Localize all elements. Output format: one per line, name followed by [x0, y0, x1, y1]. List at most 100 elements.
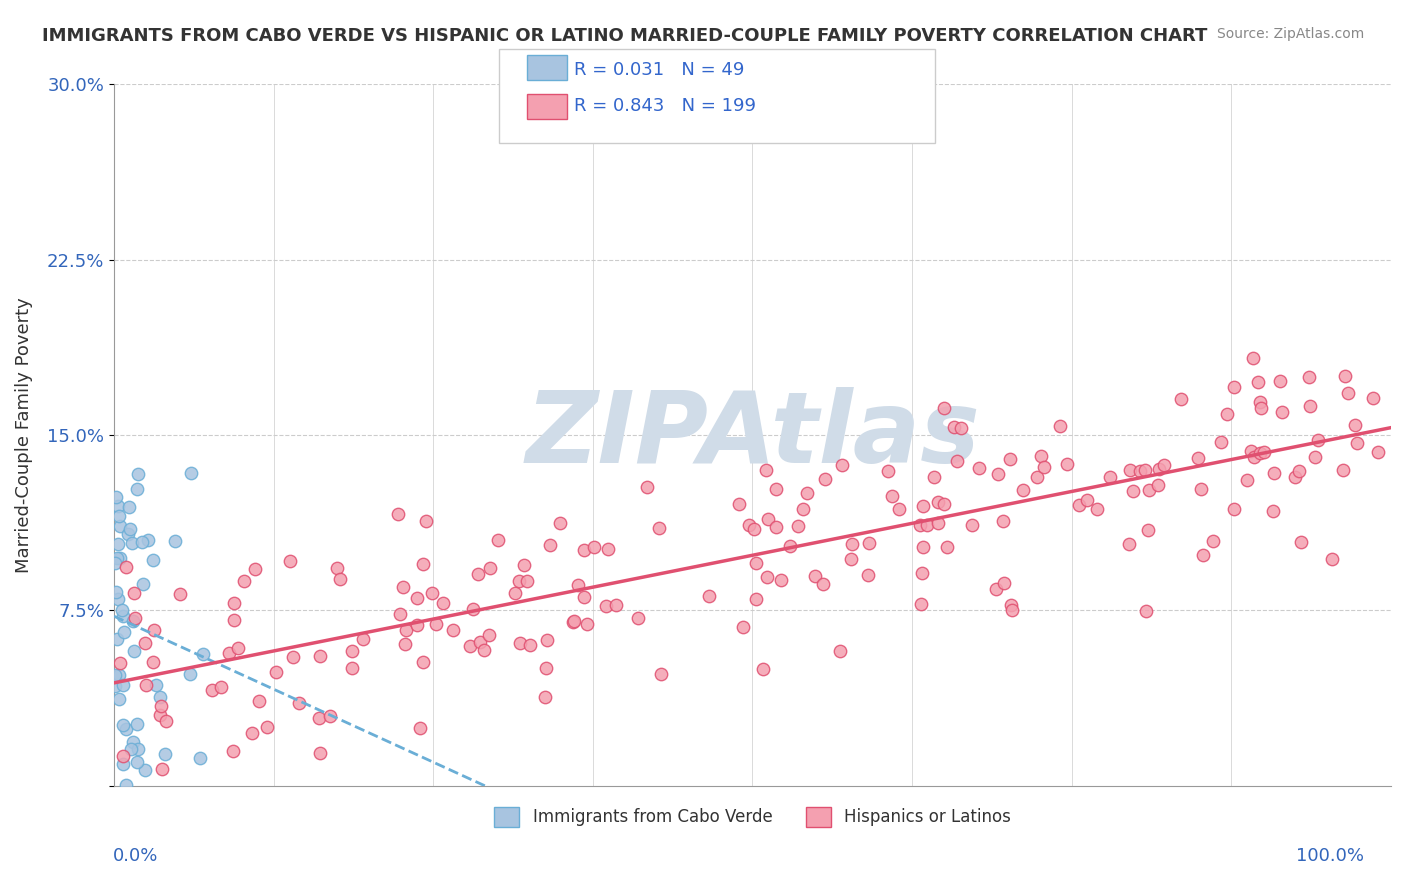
- Point: [124, 611, 146, 625]
- Point: [1250, 401, 1272, 416]
- Point: [765, 482, 787, 496]
- Point: [831, 458, 853, 472]
- Point: [932, 401, 955, 416]
- Point: [572, 542, 595, 557]
- Point: [993, 575, 1015, 590]
- Point: [519, 638, 541, 652]
- Point: [595, 599, 617, 613]
- Point: [627, 611, 650, 625]
- Point: [479, 560, 502, 574]
- Point: [243, 562, 266, 576]
- Point: [1303, 450, 1326, 465]
- Point: [922, 469, 945, 483]
- Point: [104, 557, 127, 571]
- Point: [1189, 483, 1212, 497]
- Point: [247, 694, 270, 708]
- Point: [1098, 469, 1121, 483]
- Point: [468, 635, 491, 649]
- Point: [117, 526, 139, 541]
- Point: [112, 609, 135, 624]
- Point: [108, 668, 131, 682]
- Point: [104, 584, 127, 599]
- Point: [911, 499, 934, 513]
- Point: [1223, 380, 1246, 394]
- Point: [1243, 450, 1265, 464]
- Point: [534, 661, 557, 675]
- Point: [467, 566, 489, 581]
- Point: [1119, 463, 1142, 477]
- Point: [114, 778, 136, 792]
- Point: [118, 500, 141, 514]
- Point: [1298, 370, 1320, 384]
- Point: [149, 690, 172, 705]
- Point: [516, 574, 538, 588]
- Point: [755, 463, 778, 477]
- Point: [415, 514, 437, 528]
- Point: [412, 558, 434, 572]
- Point: [188, 750, 211, 764]
- Point: [745, 557, 768, 571]
- Point: [636, 479, 658, 493]
- Point: [121, 536, 143, 550]
- Point: [142, 553, 165, 567]
- Point: [1202, 534, 1225, 549]
- Point: [1331, 463, 1354, 477]
- Point: [1299, 399, 1322, 413]
- Point: [107, 499, 129, 513]
- Point: [155, 714, 177, 729]
- Point: [150, 762, 173, 776]
- Point: [222, 596, 245, 610]
- Point: [478, 628, 501, 642]
- Text: 0.0%: 0.0%: [112, 847, 157, 865]
- Point: [536, 632, 558, 647]
- Point: [575, 617, 598, 632]
- Point: [572, 590, 595, 604]
- Text: R = 0.843   N = 199: R = 0.843 N = 199: [574, 97, 755, 115]
- Point: [115, 722, 138, 736]
- Point: [122, 734, 145, 748]
- Point: [122, 644, 145, 658]
- Point: [935, 540, 957, 554]
- Point: [567, 578, 589, 592]
- Point: [105, 632, 128, 647]
- Point: [650, 667, 672, 681]
- Point: [512, 558, 534, 572]
- Point: [150, 698, 173, 713]
- Point: [288, 696, 311, 710]
- Point: [548, 516, 571, 530]
- Point: [131, 534, 153, 549]
- Point: [1249, 446, 1271, 460]
- Point: [472, 642, 495, 657]
- Point: [340, 644, 363, 658]
- Point: [882, 489, 904, 503]
- Point: [596, 541, 619, 556]
- Point: [986, 467, 1008, 481]
- Point: [232, 574, 254, 589]
- Point: [508, 574, 530, 588]
- Point: [1187, 450, 1209, 465]
- Point: [179, 667, 201, 681]
- Point: [1146, 478, 1168, 492]
- Point: [1346, 435, 1368, 450]
- Point: [1025, 470, 1047, 484]
- Point: [1361, 391, 1384, 405]
- Point: [814, 472, 837, 486]
- Point: [889, 501, 911, 516]
- Point: [911, 540, 934, 554]
- Point: [127, 742, 149, 756]
- Point: [394, 637, 416, 651]
- Text: R = 0.031   N = 49: R = 0.031 N = 49: [574, 61, 744, 78]
- Text: 100.0%: 100.0%: [1296, 847, 1364, 865]
- Point: [127, 467, 149, 481]
- Point: [145, 678, 167, 692]
- Point: [103, 679, 125, 693]
- Point: [1236, 473, 1258, 487]
- Point: [648, 521, 671, 535]
- Point: [406, 591, 429, 605]
- Point: [1136, 524, 1159, 538]
- Point: [1000, 451, 1022, 466]
- Point: [149, 708, 172, 723]
- Point: [1147, 461, 1170, 475]
- Point: [787, 518, 810, 533]
- Point: [1137, 483, 1160, 497]
